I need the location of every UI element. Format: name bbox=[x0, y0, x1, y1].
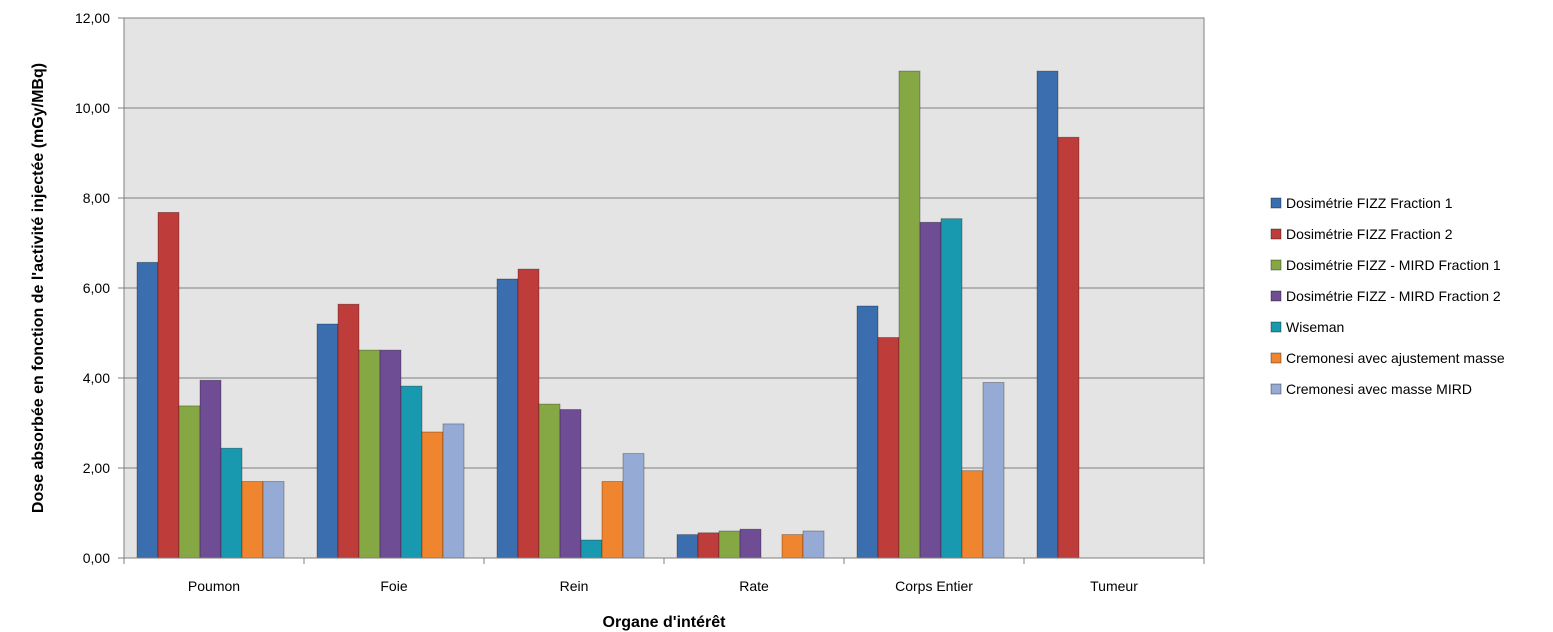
legend-label: Dosimétrie FIZZ Fraction 1 bbox=[1286, 195, 1453, 211]
bar bbox=[178, 405, 201, 559]
y-tick-label: 2,00 bbox=[83, 460, 110, 476]
x-axis-title: Organe d'intérêt bbox=[603, 614, 727, 631]
bar bbox=[940, 218, 963, 559]
x-tick-label: Tumeur bbox=[1090, 578, 1138, 594]
legend-swatch bbox=[1270, 352, 1282, 364]
bar bbox=[241, 481, 264, 559]
bar bbox=[517, 268, 540, 559]
x-tick-label: Rein bbox=[560, 578, 589, 594]
bar bbox=[961, 470, 984, 559]
legend-label: Dosimétrie FIZZ - MIRD Fraction 1 bbox=[1286, 257, 1501, 273]
legend-label: Cremonesi avec ajustement masse bbox=[1286, 350, 1505, 366]
bar bbox=[877, 337, 900, 559]
bar bbox=[538, 403, 561, 559]
bar bbox=[580, 539, 603, 559]
bar bbox=[622, 453, 645, 559]
legend-swatch bbox=[1270, 321, 1282, 333]
y-axis-title: Dose absorbée en fonction de l'activité … bbox=[30, 63, 47, 513]
y-tick-label: 0,00 bbox=[83, 550, 110, 566]
bar bbox=[442, 423, 465, 559]
gridlines bbox=[124, 17, 1204, 469]
x-tick-label: Poumon bbox=[188, 578, 240, 594]
legend-label: Dosimétrie FIZZ Fraction 2 bbox=[1286, 226, 1453, 242]
legend-swatch bbox=[1270, 228, 1282, 240]
bar bbox=[400, 385, 423, 559]
bar bbox=[199, 379, 222, 559]
x-tick-label: Corps Entier bbox=[895, 578, 973, 594]
bar bbox=[421, 431, 444, 559]
bar bbox=[676, 534, 699, 559]
legend-label: Cremonesi avec masse MIRD bbox=[1286, 381, 1472, 397]
legend-swatch bbox=[1270, 259, 1282, 271]
bar bbox=[262, 481, 285, 559]
bars bbox=[136, 70, 1080, 559]
bar bbox=[982, 382, 1005, 559]
bar bbox=[739, 528, 762, 559]
bar bbox=[856, 305, 879, 559]
y-tick-label: 6,00 bbox=[83, 280, 110, 296]
bar bbox=[898, 70, 921, 559]
y-tick-label: 10,00 bbox=[75, 100, 110, 116]
legend: Dosimétrie FIZZ Fraction 1 Dosimétrie FIZ… bbox=[1270, 195, 1505, 397]
y-tick-label: 8,00 bbox=[83, 190, 110, 206]
y-tick-label: 4,00 bbox=[83, 370, 110, 386]
bar bbox=[496, 278, 519, 559]
bar bbox=[781, 534, 804, 559]
axes: 0,00 2,00 4,00 6,00 8,00 10,00 12,00 Poumon Foie… bbox=[75, 10, 1205, 594]
x-tick-label: Foie bbox=[380, 578, 407, 594]
bar bbox=[136, 261, 159, 559]
bar bbox=[802, 530, 825, 559]
x-tick-label: Rate bbox=[739, 578, 769, 594]
legend-label: Dosimétrie FIZZ - MIRD Fraction 2 bbox=[1286, 288, 1501, 304]
bar bbox=[316, 323, 339, 559]
bar bbox=[358, 349, 381, 559]
legend-swatch bbox=[1270, 383, 1282, 395]
bar bbox=[379, 349, 402, 559]
bar bbox=[1036, 70, 1059, 559]
bar bbox=[697, 532, 720, 559]
bar bbox=[718, 530, 741, 559]
bar bbox=[559, 409, 582, 559]
bar bbox=[1057, 136, 1080, 559]
bar bbox=[919, 221, 942, 559]
bar bbox=[601, 481, 624, 559]
bar bbox=[157, 211, 180, 559]
legend-swatch bbox=[1270, 197, 1282, 209]
bar bbox=[220, 447, 243, 559]
bar bbox=[337, 303, 360, 559]
legend-label: Wiseman bbox=[1286, 319, 1344, 335]
legend-swatch bbox=[1270, 290, 1282, 302]
y-tick-label: 12,00 bbox=[75, 10, 110, 26]
